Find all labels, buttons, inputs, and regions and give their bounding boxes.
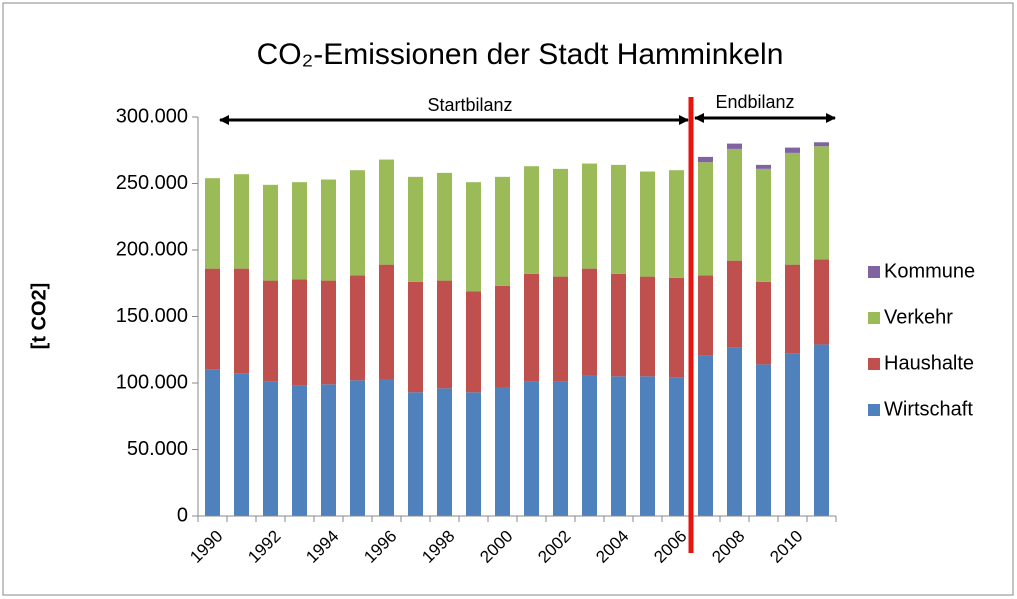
bar-segment — [466, 182, 481, 292]
bar-segment — [611, 164, 626, 274]
bar-segment — [408, 281, 423, 393]
bar-segment — [756, 364, 771, 516]
bar-segment — [814, 142, 829, 147]
legend-swatch — [868, 358, 880, 370]
bar-segment — [727, 260, 742, 348]
bar-segment — [698, 355, 713, 516]
bar-segment — [698, 275, 713, 356]
bar-segment — [350, 380, 365, 516]
bar-segment — [350, 170, 365, 276]
bar-segment — [698, 162, 713, 276]
bar-segment — [234, 268, 249, 374]
y-tick-label: 150.000 — [116, 305, 188, 327]
bar-segment — [669, 377, 684, 516]
bar-segment — [553, 276, 568, 382]
bar-segment — [524, 166, 539, 274]
bar-segment — [698, 156, 713, 163]
bar-segment — [785, 147, 800, 153]
bar-segment — [785, 152, 800, 265]
bar-segment — [582, 163, 597, 269]
bar-segment — [814, 259, 829, 345]
bar-segment — [234, 373, 249, 516]
bar-segment — [263, 280, 278, 382]
bar-segment — [379, 379, 394, 516]
bar-segment — [785, 264, 800, 354]
y-tick-label: 100.000 — [116, 371, 188, 393]
bar-segment — [263, 381, 278, 516]
y-tick-label: 50.000 — [127, 438, 188, 460]
bar-segment — [321, 280, 336, 385]
legend-label: Verkehr — [884, 306, 953, 328]
bar-segment — [727, 148, 742, 261]
bar-segment — [408, 176, 423, 282]
bar-segment — [466, 291, 481, 393]
bar-segment — [292, 385, 307, 516]
bar-segment — [727, 347, 742, 516]
bar-segment — [756, 164, 771, 169]
legend-swatch — [868, 404, 880, 416]
bar-segment — [350, 275, 365, 381]
bar-segment — [582, 268, 597, 376]
bar-segment — [292, 279, 307, 386]
bar-segment — [292, 182, 307, 280]
bar-segment — [611, 376, 626, 516]
bar-segment — [321, 179, 336, 281]
legend-label: Haushalte — [884, 352, 974, 374]
bar-segment — [466, 392, 481, 516]
legend-swatch — [868, 312, 880, 324]
bar-segment — [205, 369, 220, 516]
bar-segment — [640, 276, 655, 377]
bar-segment — [785, 353, 800, 516]
bar-segment — [437, 388, 452, 516]
bar-segment — [205, 268, 220, 370]
y-tick-label: 200.000 — [116, 238, 188, 260]
bar-segment — [321, 384, 336, 516]
y-tick-label: 250.000 — [116, 172, 188, 194]
bar-segment — [437, 280, 452, 389]
bar-segment — [379, 159, 394, 265]
bar-segment — [495, 386, 510, 516]
bar-segment — [640, 171, 655, 277]
legend-label: Kommune — [884, 260, 975, 282]
y-axis-label: [t CO2] — [28, 283, 50, 350]
legend-swatch — [868, 266, 880, 278]
chart-title: CO₂-Emissionen der Stadt Hamminkeln — [257, 38, 784, 71]
bar-segment — [611, 273, 626, 377]
bar-segment — [437, 172, 452, 281]
bar-segment — [582, 375, 597, 516]
bar-segment — [379, 264, 394, 380]
y-tick-label: 300.000 — [116, 105, 188, 127]
annotation: Startbilanz — [427, 95, 512, 115]
bar-segment — [524, 381, 539, 516]
bar-segment — [205, 178, 220, 269]
bar-segment — [756, 168, 771, 282]
bar-segment — [524, 273, 539, 382]
bar-segment — [263, 184, 278, 281]
bar-segment — [669, 277, 684, 378]
bar-segment — [814, 344, 829, 516]
bar-segment — [814, 146, 829, 260]
bar-segment — [553, 168, 568, 277]
bar-segment — [408, 392, 423, 516]
bar-segment — [234, 174, 249, 269]
bar-segment — [553, 381, 568, 516]
bar-segment — [727, 143, 742, 149]
annotation: Endbilanz — [715, 92, 794, 112]
bar-segment — [495, 285, 510, 387]
y-tick-label: 0 — [177, 504, 188, 526]
bar-segment — [495, 176, 510, 286]
bar-segment — [669, 170, 684, 278]
legend-label: Wirtschaft — [884, 398, 973, 420]
bar-segment — [756, 281, 771, 365]
bar-segment — [640, 376, 655, 516]
